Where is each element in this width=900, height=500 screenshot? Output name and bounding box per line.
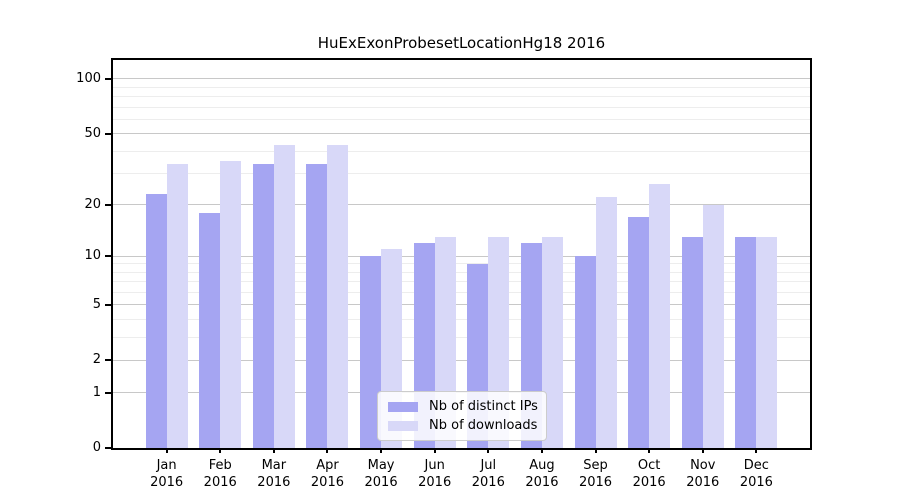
bar-downloads-mar: [273, 145, 295, 448]
bar-downloads-dec: [756, 236, 778, 448]
y-axis-tick: [105, 391, 111, 394]
gridline-minor: [113, 263, 810, 265]
y-axis-tick: [105, 447, 111, 449]
y-axis-tick-label: 50: [84, 125, 101, 141]
chart-title: HuExExonProbesetLocationHg18 2016: [317, 34, 606, 52]
y-axis-tick-label: 2: [92, 352, 101, 368]
bar-distinct-ips-nov: [681, 236, 703, 448]
gridline-major: [113, 78, 810, 80]
bar-downloads-nov: [702, 204, 724, 448]
x-axis-tick-label: Aug 2016: [525, 458, 559, 490]
legend-swatch-downloads: [388, 420, 418, 431]
x-axis-tick-label: Mar 2016: [257, 458, 291, 490]
legend-label-distinct-ips: Nb of distinct IPs: [429, 399, 538, 414]
bar-downloads-sep: [595, 197, 617, 448]
legend-row-downloads: Nb of downloads: [378, 416, 546, 435]
bar-distinct-ips-sep: [574, 256, 596, 448]
bar-distinct-ips-jan: [145, 193, 167, 448]
x-axis-tick-label: Apr 2016: [310, 458, 344, 490]
gridline-minor: [113, 86, 810, 88]
plot-area: [113, 60, 810, 448]
bar-distinct-ips-may: [360, 256, 382, 448]
x-axis-tick: [648, 448, 651, 453]
legend-row-distinct-ips: Nb of distinct IPs: [378, 397, 546, 416]
bar-downloads-jan: [166, 163, 188, 448]
y-axis-tick: [105, 359, 111, 362]
bar-distinct-ips-feb: [199, 212, 221, 448]
x-axis-tick-label: Jun 2016: [418, 458, 452, 490]
y-axis-tick: [105, 203, 111, 206]
bar-downloads-aug: [541, 236, 563, 448]
y-axis-tick: [105, 77, 111, 80]
legend-label-downloads: Nb of downloads: [429, 418, 538, 433]
x-axis-tick-label: Jul 2016: [471, 458, 505, 490]
gridline-major: [113, 255, 810, 257]
x-axis-tick-label: Jan 2016: [150, 458, 184, 490]
x-axis-tick-label: Feb 2016: [203, 458, 237, 490]
x-axis-tick: [272, 448, 275, 453]
x-axis-tick-label: Sep 2016: [578, 458, 613, 490]
y-axis-tick: [105, 255, 111, 258]
y-axis-tick-label: 5: [92, 296, 101, 312]
legend-box: Nb of distinct IPs Nb of downloads: [377, 391, 547, 441]
x-axis-tick: [755, 448, 758, 453]
gridline-minor: [113, 336, 810, 338]
x-axis-tick: [701, 448, 704, 453]
bar-distinct-ips-oct: [628, 216, 650, 448]
bar-distinct-ips-dec: [735, 236, 757, 448]
x-axis-tick: [594, 448, 597, 453]
y-axis-tick-label: 0: [92, 440, 101, 455]
y-axis-tick-label: 20: [84, 196, 101, 212]
gridline-minor: [113, 281, 810, 283]
bar-downloads-apr: [327, 145, 349, 448]
x-axis-tick-label: Oct 2016: [632, 458, 666, 490]
bar-distinct-ips-apr: [306, 163, 328, 448]
x-axis-tick-label: Nov 2016: [686, 458, 720, 490]
gridline-minor: [113, 118, 810, 120]
gridline-major: [113, 359, 810, 361]
legend-swatch-distinct-ips: [388, 401, 418, 412]
x-axis-tick: [219, 448, 222, 453]
x-axis-tick: [165, 448, 168, 453]
x-axis-tick: [326, 448, 329, 453]
x-axis-tick-label: Dec 2016: [739, 458, 773, 490]
bar-downloads-feb: [220, 161, 242, 448]
y-axis-tick-label: 10: [84, 248, 101, 264]
gridline-minor: [113, 271, 810, 273]
gridline-minor: [113, 318, 810, 320]
x-axis-tick: [487, 448, 490, 453]
x-axis-tick: [380, 448, 383, 453]
x-axis-tick: [433, 448, 436, 453]
gridline-major: [113, 133, 810, 135]
y-axis-tick: [105, 132, 111, 135]
gridline-major: [113, 204, 810, 206]
gridline-minor: [113, 172, 810, 174]
gridline-major: [113, 304, 810, 306]
bar-distinct-ips-mar: [252, 163, 274, 448]
gridline-minor: [113, 106, 810, 108]
bar-downloads-oct: [649, 184, 671, 448]
x-axis-tick: [540, 448, 543, 453]
y-axis-tick-label: 1: [92, 384, 101, 400]
y-axis-tick: [105, 303, 111, 306]
gridline-minor: [113, 96, 810, 98]
gridline-minor: [113, 150, 810, 152]
x-axis-tick-label: May 2016: [364, 458, 398, 490]
gridline-minor: [113, 291, 810, 293]
y-axis-tick-label: 100: [76, 70, 101, 86]
